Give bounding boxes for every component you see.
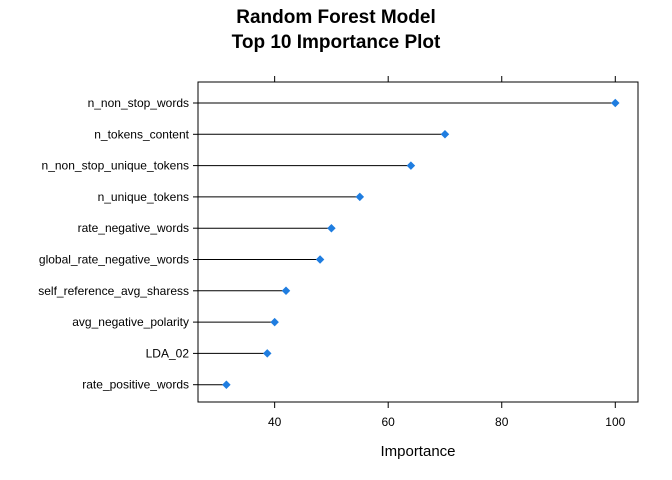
y-tick-label: self_reference_avg_sharess xyxy=(38,284,189,298)
y-tick-label: avg_negative_polarity xyxy=(72,315,189,329)
chart-title-line-2: Top 10 Importance Plot xyxy=(232,32,441,53)
x-tick-label: 40 xyxy=(268,415,282,429)
y-tick-label: n_unique_tokens xyxy=(98,190,189,204)
x-tick-label: 100 xyxy=(605,415,625,429)
y-tick-label: n_non_stop_words xyxy=(88,96,189,110)
chart-title-line-1: Random Forest Model xyxy=(236,7,436,28)
importance-point xyxy=(327,223,336,233)
importance-point xyxy=(281,286,291,296)
plot-frame xyxy=(197,81,639,403)
y-axis: n_non_stop_words n_tokens_content n_non_st… xyxy=(38,96,198,392)
chart-marks xyxy=(198,98,620,389)
importance-point xyxy=(263,349,272,358)
importance-point xyxy=(315,255,325,264)
x-tick-label: 60 xyxy=(382,415,396,429)
y-tick-label: n_non_stop_unique_tokens xyxy=(42,159,189,173)
x-axis-label: Importance xyxy=(380,443,455,460)
y-tick-label: LDA_02 xyxy=(146,346,190,360)
y-tick-label: global_rate_negative_words xyxy=(39,253,189,267)
importance-point xyxy=(611,98,620,108)
y-tick-label: rate_positive_words xyxy=(82,378,189,392)
x-axis: 40 60 80 100 xyxy=(268,76,626,429)
y-tick-label: rate_negative_words xyxy=(78,221,189,235)
importance-point xyxy=(406,161,416,170)
importance-point xyxy=(222,380,231,389)
y-tick-label: n_tokens_content xyxy=(94,127,189,141)
importance-point xyxy=(270,317,279,327)
importance-point xyxy=(440,130,450,139)
importance-point xyxy=(355,192,365,202)
x-tick-label: 80 xyxy=(495,415,509,429)
